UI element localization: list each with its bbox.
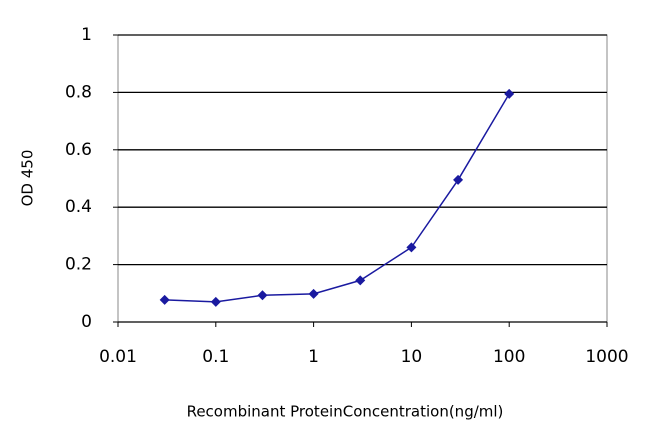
x-tick-label: 1000: [585, 347, 628, 367]
y-tick-label: 0.6: [65, 140, 92, 160]
marker: [453, 174, 464, 185]
marker: [355, 275, 366, 286]
x-tick-label: 0.1: [202, 347, 229, 367]
y-tick-label: 0.8: [65, 82, 92, 102]
x-axis-title: Recombinant ProteinConcentration(ng/ml): [187, 403, 504, 421]
y-tick-label: 1: [81, 25, 92, 45]
x-tick-label: 1: [308, 347, 319, 367]
marker: [257, 290, 268, 301]
y-tick-label: 0.2: [65, 255, 92, 275]
y-axis-title: OD 450: [19, 150, 37, 207]
x-tick-label: 10: [401, 347, 423, 367]
marker: [159, 294, 170, 305]
marker: [210, 296, 221, 307]
x-tick-label: 100: [493, 347, 525, 367]
marker: [308, 288, 319, 299]
y-tick-label: 0: [81, 312, 92, 332]
marker: [406, 242, 417, 253]
y-tick-label: 0.4: [65, 197, 92, 217]
line: [164, 93, 510, 303]
marker: [504, 88, 515, 99]
x-tick-label: 0.01: [99, 347, 137, 367]
plot-area: [117, 34, 608, 323]
